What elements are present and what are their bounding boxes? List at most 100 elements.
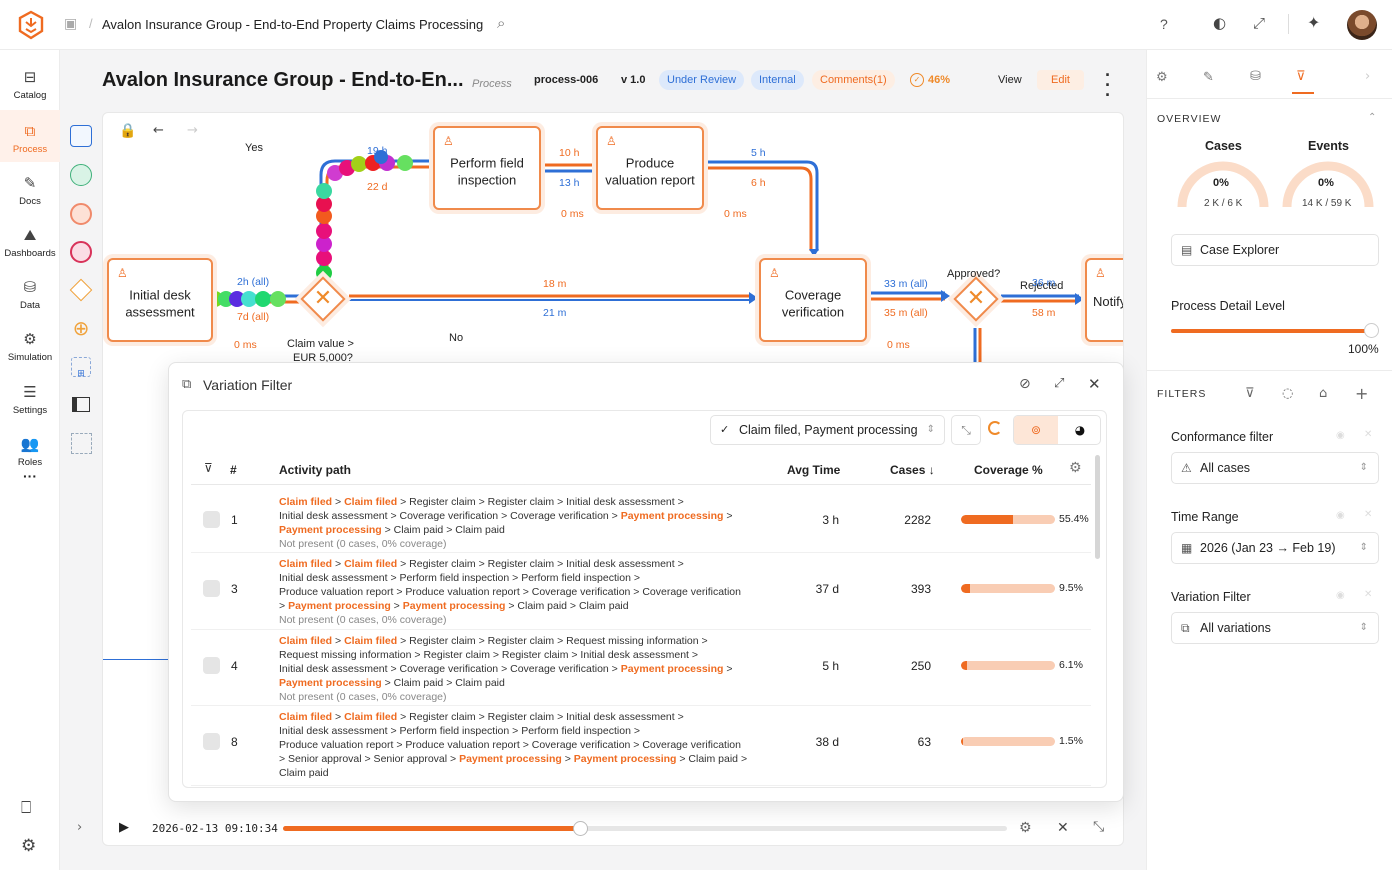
tag-icon[interactable]: ⌂	[1319, 386, 1328, 401]
task-initial-desk-assessment[interactable]: ♙ Initial desk assessment	[107, 258, 213, 342]
conformance-select[interactable]: ⚠ All cases ⇕	[1171, 452, 1379, 484]
parallel-gateway-tool[interactable]: ⊕	[72, 316, 90, 340]
filter-icon[interactable]: ⊽	[204, 461, 213, 475]
nav-item-process[interactable]: ⧉ Process	[0, 110, 60, 162]
detail-level-handle[interactable]	[1364, 323, 1379, 338]
remove-icon[interactable]: ✕	[1364, 429, 1373, 440]
remove-icon[interactable]: ✕	[1364, 509, 1373, 520]
view-button[interactable]: View	[998, 74, 1022, 86]
chevron-right-icon[interactable]: ›	[1365, 69, 1371, 84]
pool-tool[interactable]	[72, 397, 90, 412]
app-logo[interactable]	[17, 10, 45, 40]
nav-item-settings[interactable]: ☰ Settings	[0, 371, 60, 421]
playback-settings-icon[interactable]: ⚙	[1019, 820, 1032, 836]
folder-icon[interactable]: ▣	[64, 16, 78, 32]
help-icon[interactable]: ?	[1160, 16, 1168, 32]
time-range-select[interactable]: ▦ 2026 (Jan 23 → Feb 19) ⇕	[1171, 532, 1379, 564]
version-badge[interactable]: v 1.0	[621, 74, 646, 86]
column-avg-time[interactable]: Avg Time	[787, 463, 841, 477]
check-icon: ✓	[720, 423, 730, 436]
ai-sparkle-icon[interactable]: ✦	[1307, 13, 1321, 32]
remove-icon[interactable]: ✕	[1364, 589, 1373, 600]
gateway-tool[interactable]	[69, 278, 93, 302]
task-shape-tool[interactable]	[70, 125, 92, 147]
overlap-view-button[interactable]: ⊚	[1014, 416, 1058, 444]
expand-panel-icon[interactable]: ›	[77, 820, 83, 835]
search-icon[interactable]: ⌕	[497, 14, 506, 32]
visibility-icon[interactable]: ◉	[1336, 430, 1345, 441]
fullscreen-icon[interactable]: ⤢	[1253, 14, 1266, 32]
status-badge[interactable]: Under Review	[659, 70, 745, 90]
undo-icon[interactable]: ←	[153, 123, 164, 138]
variation-row[interactable]: 4 Claim filed > Claim filed > Register cl…	[191, 630, 1091, 706]
nav-item-docs[interactable]: ✎ Docs	[0, 162, 60, 212]
nav-more-button[interactable]: ···	[23, 468, 37, 484]
playback-close-icon[interactable]: ✕	[1057, 820, 1069, 836]
row-checkbox[interactable]	[203, 733, 220, 750]
start-event-tool[interactable]	[70, 164, 92, 186]
row-checkbox[interactable]	[203, 657, 220, 674]
task-produce-valuation-report[interactable]: ♙ Produce valuation report	[596, 126, 704, 210]
theme-icon[interactable]: ◐	[1213, 14, 1227, 32]
task-coverage-verification[interactable]: ♙ Coverage verification	[759, 258, 867, 342]
task-notify[interactable]: ♙ Notify	[1085, 258, 1123, 342]
play-icon[interactable]: ▶	[119, 820, 129, 835]
more-options-button[interactable]: · · ·	[1105, 65, 1111, 105]
nav-item-dashboards[interactable]: ⛰ Dashboards	[0, 214, 60, 264]
collapse-icon[interactable]: ⌃	[1368, 112, 1377, 123]
gear-icon[interactable]: ⚙	[21, 836, 37, 856]
comments-button[interactable]: Comments(1)	[812, 70, 895, 90]
settings-tab-icon[interactable]: ⚙	[1156, 70, 1168, 85]
row-checkbox[interactable]	[203, 511, 220, 528]
scrollbar-thumb[interactable]	[1095, 455, 1100, 559]
variation-row[interactable]: 8 Claim filed > Claim filed > Register cl…	[191, 706, 1091, 786]
subprocess-tool[interactable]: ⊞	[71, 357, 91, 378]
nav-item-roles[interactable]: 👥 Roles	[0, 423, 60, 473]
task-perform-field-inspection[interactable]: ♙ Perform field inspection	[433, 126, 541, 210]
notes-tab-icon[interactable]: ✎	[1203, 70, 1214, 85]
visibility-icon[interactable]: ◉	[1336, 590, 1345, 601]
column-settings-icon[interactable]: ⚙	[1069, 460, 1082, 476]
user-avatar[interactable]	[1347, 10, 1377, 40]
data-tab-icon[interactable]: ⛁	[1250, 69, 1261, 84]
end-event-tool[interactable]	[70, 241, 92, 263]
visibility-badge[interactable]: Internal	[751, 70, 804, 90]
nav-item-simulation[interactable]: ⚙ Simulation	[0, 318, 60, 368]
variation-row[interactable]: 1 Claim filed > Claim filed > Register cl…	[191, 491, 1091, 553]
diff-view-button[interactable]: ◕	[1074, 423, 1086, 437]
add-filter-icon[interactable]: +	[1355, 384, 1369, 403]
avg-time: 38 d	[815, 735, 839, 749]
filter-tab-icon[interactable]: ⊽	[1296, 69, 1306, 84]
clear-filters-icon[interactable]: ⊽	[1245, 386, 1255, 401]
playback-handle[interactable]	[572, 821, 588, 836]
variation-filter-select[interactable]: ⧉ All variations ⇕	[1171, 612, 1379, 644]
intermediate-event-tool[interactable]	[70, 203, 92, 225]
coverage-percent: 55.4%	[1059, 513, 1089, 525]
close-icon[interactable]: ✕	[1088, 375, 1101, 393]
column-coverage[interactable]: Coverage %	[974, 463, 1043, 477]
visibility-icon[interactable]: ◉	[1336, 510, 1345, 521]
group-tool[interactable]	[71, 433, 92, 454]
nav-item-catalog[interactable]: ⊟ Catalog	[0, 56, 60, 106]
nav-item-data[interactable]: ⛁ Data	[0, 266, 60, 316]
conformance-value: All cases	[1200, 461, 1251, 475]
redo-icon[interactable]: →	[187, 123, 198, 138]
hide-filters-icon[interactable]: ◌	[1282, 386, 1294, 401]
variation-row[interactable]: 3 Claim filed > Claim filed > Register cl…	[191, 553, 1091, 630]
edit-button[interactable]: Edit	[1037, 70, 1084, 90]
row-checkbox[interactable]	[203, 580, 220, 597]
expand-icon[interactable]: ⤢	[1054, 376, 1065, 391]
clear-filter-icon[interactable]: ⊘	[1019, 376, 1031, 392]
case-explorer-button[interactable]: ▤ Case Explorer	[1171, 234, 1379, 266]
edge-time-label: 19 h	[367, 145, 388, 157]
breadcrumb-title[interactable]: Avalon Insurance Group - End-to-End Prop…	[102, 17, 484, 32]
column-cases[interactable]: Cases ↓	[890, 463, 935, 477]
lock-icon[interactable]: 🔒	[119, 123, 137, 139]
bookmark-icon[interactable]: ⎕	[21, 798, 32, 818]
detail-level-slider[interactable]	[1171, 329, 1371, 333]
fit-view-icon[interactable]: ⤡	[1093, 819, 1105, 835]
playback-track[interactable]	[283, 821, 1007, 836]
activity-select[interactable]: ✓ Claim filed, Payment processing ⇕	[710, 415, 945, 445]
collapse-paths-button[interactable]: ⤡	[951, 415, 981, 445]
highlighted-activity: Payment processing	[620, 510, 724, 522]
